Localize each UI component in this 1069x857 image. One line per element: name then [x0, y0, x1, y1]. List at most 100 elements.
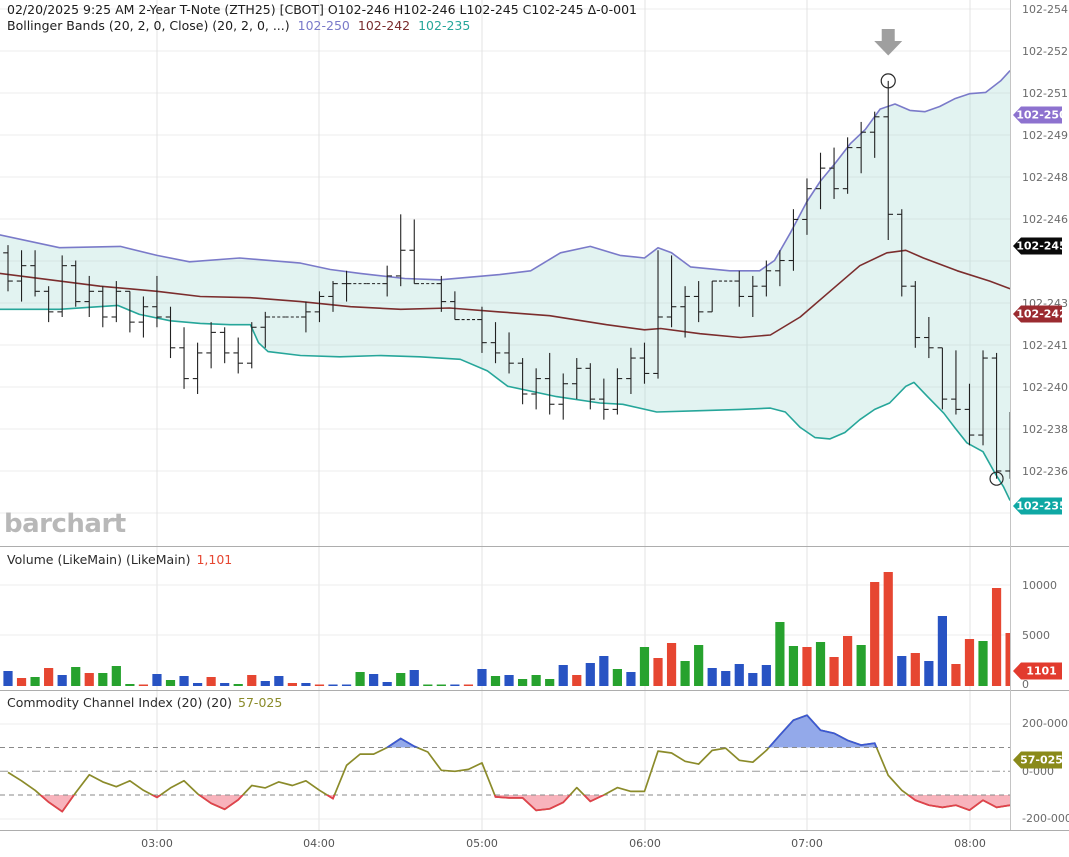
- volume-bar: [870, 582, 880, 686]
- volume-bar: [274, 676, 284, 686]
- volume-bar: [599, 656, 609, 686]
- volume-bar: [369, 674, 379, 686]
- volume-bar: [585, 663, 595, 686]
- volume-bar: [545, 679, 555, 686]
- axis-label: 102-248: [1022, 171, 1068, 184]
- barchart-logo: barchart: [4, 509, 126, 539]
- volume-current-value: 1,101: [196, 552, 233, 567]
- volume-bar: [897, 656, 907, 686]
- volume-bar: [694, 645, 704, 686]
- volume-bar: [287, 683, 297, 686]
- volume-bar: [179, 676, 189, 686]
- volume-bar: [490, 676, 501, 686]
- volume-bar: [856, 645, 866, 686]
- volume-bar: [382, 682, 392, 686]
- time-axis-label: 03:00: [141, 837, 173, 850]
- volume-bar: [98, 673, 108, 686]
- volume-bar: [152, 674, 162, 686]
- volume-bar: [436, 684, 446, 686]
- cci-panel: [0, 714, 1010, 813]
- bollinger-upper-value: 102-250: [297, 18, 350, 33]
- volume-bar: [477, 669, 487, 686]
- volume-bar: [3, 671, 13, 686]
- volume-bar: [572, 675, 582, 686]
- volume-bar: [355, 672, 365, 686]
- axis-label: 200-000: [1022, 717, 1068, 730]
- volume-bar: [314, 684, 325, 686]
- y-axis[interactable]: 102-254 102-252 102-251 102-249 102-248 102-2…: [1013, 3, 1069, 825]
- time-axis-label: 07:00: [791, 837, 823, 850]
- volume-bar: [924, 661, 934, 686]
- volume-bar: [721, 671, 731, 686]
- volume-bar: [16, 678, 27, 686]
- volume-bar: [396, 673, 406, 686]
- x-axis[interactable]: 03:00 04:00 05:00 06:00 07:00 08:00: [141, 837, 986, 850]
- volume-bar: [206, 677, 216, 686]
- volume-bar: [301, 683, 311, 686]
- volume-bar: [653, 658, 663, 686]
- volume-bar: [937, 616, 947, 686]
- time-axis-label: 08:00: [954, 837, 986, 850]
- volume-bar: [626, 672, 636, 686]
- volume-bar: [883, 572, 893, 686]
- axis-label: 0: [1022, 678, 1029, 691]
- quote-header-line: 02/20/2025 9:25 AM 2-Year T-Note (ZTH25)…: [7, 2, 637, 17]
- axis-badge-label: 102-235: [1016, 500, 1067, 513]
- main-panel: [0, 70, 1010, 501]
- volume-bar: [463, 684, 474, 686]
- volume-bar: [71, 667, 81, 686]
- cci-current-value: 57-025: [238, 695, 283, 710]
- axis-label: -200-000: [1022, 812, 1069, 825]
- volume-bar: [964, 639, 975, 686]
- volume-bar: [829, 657, 839, 686]
- volume-bar: [951, 664, 961, 686]
- volume-bar: [328, 684, 338, 686]
- axis-label: 102-254: [1022, 3, 1068, 16]
- bollinger-middle-band: [0, 249, 1010, 339]
- volume-bar: [748, 673, 758, 686]
- axis-badge: [1013, 106, 1062, 124]
- separators: [0, 0, 1069, 831]
- volume-bar: [247, 675, 257, 686]
- volume-bar: [1005, 633, 1010, 686]
- bollinger-lower-value: 102-235: [418, 18, 471, 33]
- time-axis-label: 06:00: [629, 837, 661, 850]
- volume-bar: [639, 647, 650, 686]
- bollinger-middle-value: 102-242: [357, 18, 411, 33]
- volume-bar: [775, 622, 785, 686]
- study-header-line: Bollinger Bands (20, 2, 0, Close) (20, 2…: [7, 18, 470, 34]
- low-circle-marker: [989, 471, 1004, 486]
- volume-bar: [125, 684, 135, 686]
- volume-bar: [910, 653, 920, 686]
- volume-bar: [788, 646, 799, 686]
- volume-bar: [761, 665, 771, 686]
- axis-badge: [1013, 237, 1062, 255]
- volume-bar: [734, 664, 744, 686]
- axis-label: 102-241: [1022, 339, 1068, 352]
- cci-study-label[interactable]: Commodity Channel Index (20) (20): [7, 695, 233, 710]
- axis-label: 102-240: [1022, 381, 1068, 394]
- axis-badge-label: 57-025: [1020, 754, 1063, 767]
- volume-bar: [341, 684, 352, 686]
- volume-bar: [409, 670, 419, 686]
- volume-bar: [815, 642, 826, 686]
- axis-badge-label: 102-242: [1016, 308, 1067, 321]
- volume-bar: [680, 661, 690, 686]
- volume-bar: [165, 680, 176, 686]
- bollinger-study-label[interactable]: Bollinger Bands (20, 2, 0, Close) (20, 2…: [7, 18, 290, 33]
- volume-bar: [192, 683, 203, 686]
- axis-label: 102-251: [1022, 87, 1068, 100]
- volume-bar: [612, 669, 622, 686]
- volume-bar: [517, 679, 528, 686]
- volume-bar: [84, 673, 94, 686]
- volume-study-label[interactable]: Volume (LikeMain) (LikeMain): [7, 552, 191, 567]
- markers: [874, 29, 1004, 486]
- volume-bar: [504, 675, 514, 686]
- axis-badge-label: 102-245: [1016, 240, 1067, 253]
- volume-bar: [978, 641, 988, 686]
- volume-bar: [220, 683, 230, 686]
- volume-bar: [707, 668, 717, 686]
- volume-bar: [991, 588, 1002, 686]
